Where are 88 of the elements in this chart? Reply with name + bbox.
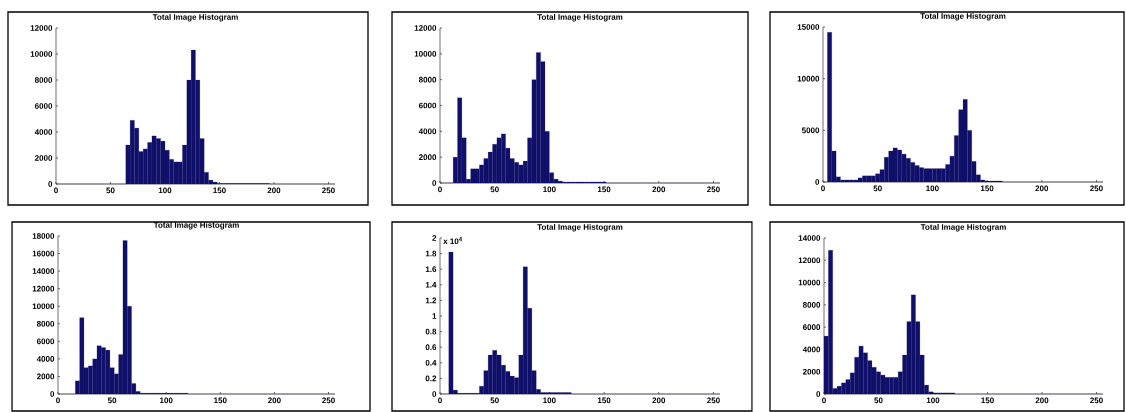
y-tick-label: 8000 (802, 302, 821, 308)
x-tick-label: 100 (158, 187, 172, 194)
x-tick-label: 150 (980, 185, 994, 192)
x-tick-label: 100 (926, 397, 940, 404)
y-tick-label: 12000 (798, 257, 821, 264)
y-tick-label: 4000 (418, 128, 437, 135)
x-tick-label: 200 (1035, 397, 1049, 404)
y-tick-label: 4000 (34, 129, 53, 135)
y-tick-label: 1.8 (425, 250, 437, 257)
y-tick-label: 12000 (414, 25, 437, 31)
x-tick-label: 250 (1090, 397, 1103, 404)
x-tick-label: 0 (438, 186, 442, 193)
annotation: x 10$^{4}$ (443, 237, 463, 245)
y-tick-label: 2 (432, 235, 437, 241)
y-tick-label: 0.2 (425, 375, 437, 382)
y-tick-label: 8000 (34, 77, 53, 83)
y-tick-label: 0 (48, 181, 53, 187)
x-tick-label: 150 (213, 187, 226, 194)
y-tick-label: 10000 (414, 51, 437, 57)
x-tick-label: 50 (106, 187, 115, 194)
y-tick-label: 4000 (802, 346, 821, 353)
y-tick-label: 1.4 (425, 282, 437, 288)
x-tick-label: 50 (490, 397, 499, 404)
chart-title: Total Image Histogram (537, 13, 623, 22)
chart-title: Total Image Histogram (920, 223, 1006, 232)
x-tick-label: 0 (438, 397, 442, 404)
x-tick-label: 200 (268, 397, 281, 404)
x-tick-label: 250 (707, 186, 720, 193)
y-tick-label: 0 (432, 180, 437, 186)
y-tick-label: 1.2 (425, 297, 437, 304)
x-tick-label: 100 (160, 397, 173, 404)
y-tick-label: 1.6 (425, 266, 437, 273)
y-tick-label: 1 (432, 313, 437, 319)
y-tick-label: 4000 (36, 356, 55, 362)
y-tick-label: 15000 (797, 24, 820, 30)
x-tick-label: 150 (597, 397, 611, 404)
x-tick-label: 100 (543, 397, 556, 404)
y-tick-label: 10000 (798, 279, 821, 286)
y-tick-label: 0 (50, 391, 55, 397)
x-tick-label: 200 (1035, 185, 1049, 192)
y-tick-label: 0 (816, 391, 821, 397)
y-tick-label: 8000 (36, 320, 55, 327)
x-tick-label: 100 (926, 185, 939, 192)
y-tick-label: 0.4 (425, 359, 437, 366)
x-tick-label: 0 (56, 397, 60, 404)
y-tick-label: 14000 (798, 235, 821, 241)
y-tick-label: 14000 (32, 268, 55, 274)
y-tick-label: 6000 (418, 102, 437, 109)
chart-title: Total Image Histogram (153, 221, 239, 230)
x-tick-label: 200 (652, 397, 666, 404)
x-tick-label: 250 (1090, 185, 1103, 192)
y-tick-label: 6000 (36, 338, 55, 345)
x-tick-label: 150 (981, 397, 994, 404)
y-tick-label: 2000 (36, 373, 55, 380)
x-tick-label: 250 (322, 397, 335, 404)
y-tick-label: 12000 (30, 25, 53, 31)
x-tick-label: 250 (322, 187, 335, 194)
chart-title: Total Image Histogram (920, 12, 1006, 21)
y-tick-label: 2000 (802, 368, 821, 375)
y-tick-label: 6000 (802, 324, 821, 330)
x-tick-label: 0 (822, 397, 826, 404)
y-tick-label: 2000 (34, 155, 53, 161)
y-tick-label: 0.6 (425, 344, 437, 351)
y-tick-label: 0 (432, 391, 437, 397)
x-tick-label: 50 (873, 185, 882, 192)
x-tick-label: 150 (214, 397, 227, 404)
x-tick-label: 50 (490, 186, 499, 193)
x-tick-label: 50 (107, 397, 117, 404)
chart-title: Total Image Histogram (537, 223, 623, 232)
x-tick-label: 50 (874, 397, 883, 404)
y-tick-label: 12000 (32, 285, 55, 292)
y-tick-label: 10000 (30, 51, 53, 57)
y-tick-label: 0 (815, 179, 820, 185)
y-tick-label: 2000 (418, 154, 437, 160)
y-tick-label: 16000 (32, 250, 55, 257)
x-tick-label: 100 (543, 186, 556, 193)
y-tick-label: 10000 (797, 75, 820, 82)
y-tick-label: 18000 (32, 233, 55, 239)
y-tick-label: 6000 (34, 103, 53, 109)
x-tick-label: 250 (707, 397, 720, 404)
y-tick-label: 8000 (418, 76, 437, 83)
x-tick-label: 200 (267, 187, 281, 194)
y-tick-label: 0.8 (425, 328, 437, 335)
chart-title: Total Image Histogram (152, 13, 238, 22)
x-tick-label: 200 (652, 186, 666, 193)
y-tick-label: 5000 (801, 127, 820, 134)
x-tick-label: 150 (597, 186, 611, 193)
y-tick-label: 10000 (32, 303, 55, 310)
